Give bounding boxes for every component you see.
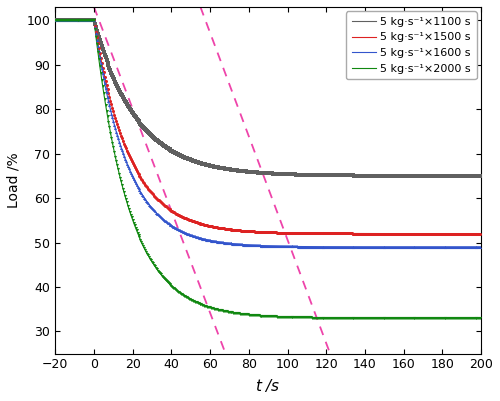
Legend: 5 kg·s⁻¹×1100 s, 5 kg·s⁻¹×1500 s, 5 kg·s⁻¹×1600 s, 5 kg·s⁻¹×2000 s: 5 kg·s⁻¹×1100 s, 5 kg·s⁻¹×1500 s, 5 kg·s… <box>346 11 476 79</box>
Line: 5 kg·s⁻¹×1600 s: 5 kg·s⁻¹×1600 s <box>55 20 481 247</box>
5 kg·s⁻¹×1100 s <box>52 18 58 23</box>
Line: 5 kg·s⁻¹×1500 s: 5 kg·s⁻¹×1500 s <box>55 20 481 234</box>
5 kg·s⁻¹×2000 s <box>450 316 456 320</box>
5 kg·s⁻¹×1600 s <box>352 245 358 249</box>
5 kg·s⁻¹×1100 s <box>477 173 483 178</box>
5 kg·s⁻¹×1500 s <box>477 231 483 236</box>
5 kg·s⁻¹×1500 s <box>151 193 157 198</box>
5 kg·s⁻¹×1600 s <box>320 244 326 249</box>
5 kg·s⁻¹×1500 s <box>450 231 456 236</box>
Line: 5 kg·s⁻¹×2000 s: 5 kg·s⁻¹×2000 s <box>55 20 481 318</box>
5 kg·s⁻¹×2000 s <box>320 315 326 320</box>
5 kg·s⁻¹×2000 s <box>352 316 358 320</box>
5 kg·s⁻¹×1600 s <box>52 18 58 23</box>
5 kg·s⁻¹×1600 s <box>430 245 436 249</box>
5 kg·s⁻¹×1100 s <box>430 173 436 178</box>
Line: 5 kg·s⁻¹×1100 s: 5 kg·s⁻¹×1100 s <box>55 20 481 176</box>
X-axis label: $t$ /s: $t$ /s <box>256 377 281 394</box>
5 kg·s⁻¹×1500 s <box>52 18 58 23</box>
5 kg·s⁻¹×1500 s <box>352 231 358 236</box>
5 kg·s⁻¹×1500 s <box>478 231 484 236</box>
5 kg·s⁻¹×1100 s <box>450 173 456 178</box>
Y-axis label: Load /%: Load /% <box>7 152 21 208</box>
5 kg·s⁻¹×1600 s <box>478 245 484 249</box>
5 kg·s⁻¹×1600 s <box>450 245 456 249</box>
5 kg·s⁻¹×2000 s <box>52 18 58 23</box>
5 kg·s⁻¹×2000 s <box>151 262 157 267</box>
5 kg·s⁻¹×1100 s <box>352 173 358 178</box>
5 kg·s⁻¹×1600 s <box>151 208 157 213</box>
5 kg·s⁻¹×1100 s <box>478 173 484 178</box>
5 kg·s⁻¹×1100 s <box>320 173 326 178</box>
5 kg·s⁻¹×2000 s <box>477 316 483 320</box>
5 kg·s⁻¹×1500 s <box>320 231 326 236</box>
5 kg·s⁻¹×2000 s <box>478 316 484 320</box>
5 kg·s⁻¹×1100 s <box>151 135 157 140</box>
5 kg·s⁻¹×2000 s <box>430 316 436 320</box>
5 kg·s⁻¹×1600 s <box>477 245 483 249</box>
5 kg·s⁻¹×1500 s <box>430 231 436 236</box>
